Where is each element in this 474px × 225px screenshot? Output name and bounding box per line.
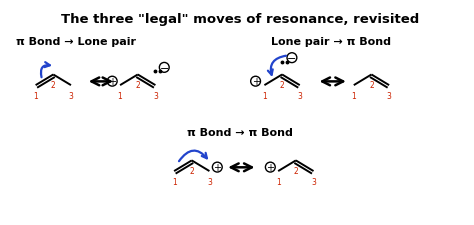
Text: 2: 2	[136, 81, 140, 90]
Text: 1: 1	[33, 92, 38, 101]
Text: 3: 3	[207, 177, 212, 186]
Text: 3: 3	[311, 177, 316, 186]
Text: π Bond → π Bond: π Bond → π Bond	[187, 127, 293, 137]
Text: 2: 2	[293, 166, 298, 176]
Text: The three "legal" moves of resonance, revisited: The three "legal" moves of resonance, re…	[61, 13, 419, 26]
Text: 3: 3	[153, 92, 158, 101]
Text: π Bond → Lone pair: π Bond → Lone pair	[16, 37, 136, 47]
Text: 3: 3	[387, 92, 392, 101]
Text: −: −	[160, 63, 169, 73]
Text: 2: 2	[51, 81, 55, 90]
Text: 3: 3	[69, 92, 73, 101]
Text: +: +	[213, 163, 221, 173]
Text: +: +	[252, 77, 260, 87]
Text: 1: 1	[276, 177, 281, 186]
Text: 2: 2	[369, 81, 374, 90]
Text: +: +	[266, 163, 274, 173]
Text: 1: 1	[262, 92, 267, 101]
Text: 2: 2	[190, 166, 194, 176]
Text: 1: 1	[172, 177, 176, 186]
Text: 1: 1	[118, 92, 122, 101]
Text: −: −	[287, 54, 297, 64]
Text: 2: 2	[280, 81, 284, 90]
Text: 1: 1	[351, 92, 356, 101]
Text: +: +	[108, 77, 116, 87]
Text: 3: 3	[297, 92, 302, 101]
Text: Lone pair → π Bond: Lone pair → π Bond	[271, 37, 391, 47]
